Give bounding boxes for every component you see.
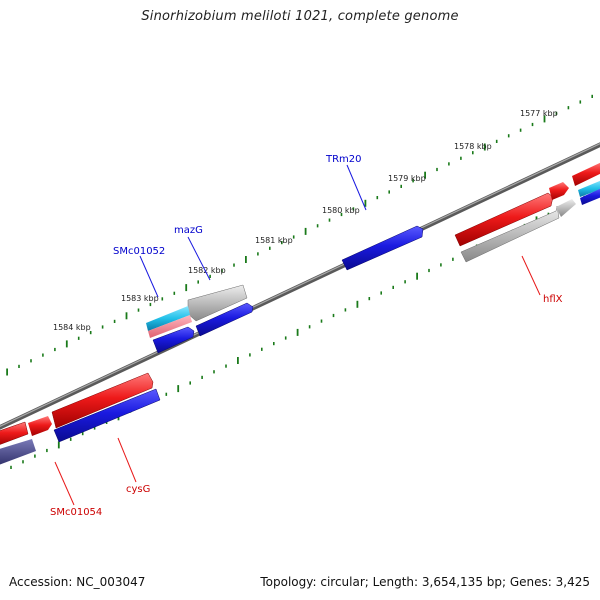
gene-label-hflX[interactable]: hflX: [543, 294, 563, 305]
gene-rev-grey1[interactable]: [460, 205, 560, 263]
gene-SMc01052[interactable]: [146, 306, 190, 331]
kbp-label-1578: 1578 kbp: [454, 142, 492, 151]
gene-fwd-r2[interactable]: [549, 182, 569, 200]
gene-rev-b1[interactable]: [53, 388, 161, 443]
gene-rev-navy[interactable]: [0, 439, 36, 466]
gene-label-SMc01054[interactable]: SMc01054: [50, 507, 102, 518]
reverse-strand-genes: [0, 199, 576, 466]
gene-fwd-b1[interactable]: [195, 302, 254, 337]
map-title: Sinorhizobium meliloti 1021, complete ge…: [141, 9, 459, 24]
gene-fwd-b2[interactable]: [152, 326, 195, 354]
gene-label-mazG[interactable]: mazG: [174, 225, 203, 236]
genome-backbone: [0, 142, 600, 430]
accession-text: Accession: NC_003047: [9, 575, 146, 589]
gene-fwd-r3[interactable]: [572, 162, 600, 186]
gene-callouts: [54, 164, 541, 506]
gene-TRm20[interactable]: [341, 225, 424, 271]
kbp-label-1582: 1582 kbp: [188, 266, 226, 275]
gene-hflX[interactable]: [454, 192, 554, 247]
kbp-label-1584: 1584 kbp: [53, 323, 91, 332]
gene-SMc01052-b[interactable]: [148, 315, 192, 338]
gene-rev-grey2[interactable]: [556, 199, 576, 217]
kbp-label-1577: 1577 kbp: [520, 109, 558, 118]
kbp-label-1581: 1581 kbp: [255, 236, 293, 245]
gene-label-cysG[interactable]: cysG: [126, 484, 150, 495]
gene-rev-r2[interactable]: [28, 416, 52, 436]
genome-summary-text: Topology: circular; Length: 3,654,135 bp…: [260, 575, 590, 589]
kbp-labels: 1577 kbp 1578 kbp 1579 kbp 1580 kbp 1581…: [53, 109, 558, 332]
inner-tick-row: [0, 188, 598, 477]
kbp-label-1579: 1579 kbp: [388, 174, 426, 183]
gene-label-TRm20[interactable]: TRm20: [325, 154, 362, 165]
gene-fwd-b3[interactable]: [580, 188, 600, 205]
gene-SMc01054[interactable]: [0, 421, 29, 446]
gene-cysG[interactable]: [51, 372, 154, 429]
gene-fwd-c1[interactable]: [578, 180, 600, 197]
kbp-label-1580: 1580 kbp: [322, 206, 360, 215]
forward-strand-genes: [146, 162, 600, 354]
gene-label-SMc01052[interactable]: SMc01052: [113, 246, 165, 257]
kbp-label-1583: 1583 kbp: [121, 294, 159, 303]
gene-labels: TRm20 mazG SMc01052 hflX cysG SMc01054: [50, 154, 563, 518]
outer-tick-row: [6, 94, 594, 376]
